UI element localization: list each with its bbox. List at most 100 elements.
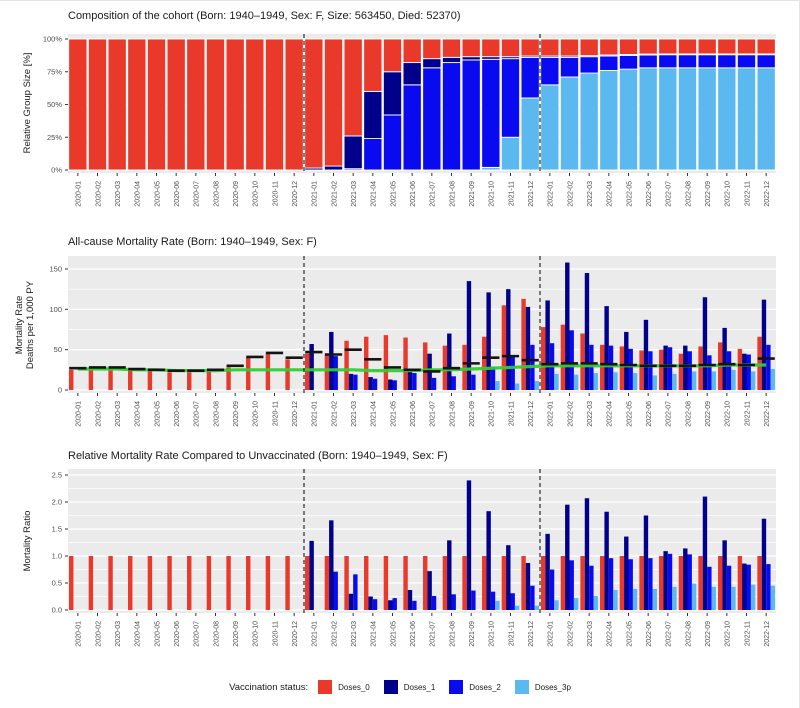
x-tick-label: 2022-10 bbox=[725, 181, 732, 207]
bar-doses_0 bbox=[580, 333, 585, 390]
bar-doses_3p bbox=[711, 371, 716, 390]
x-tick-label: 2022-09 bbox=[705, 181, 712, 207]
bar-doses_0 bbox=[698, 556, 703, 610]
bar-doses_2 bbox=[353, 574, 358, 610]
x-tick-label: 2022-06 bbox=[646, 621, 653, 647]
legend-item-doses_0: Doses_0 bbox=[318, 680, 370, 694]
bar-doses_1 bbox=[447, 333, 452, 390]
x-tick-label: 2022-05 bbox=[626, 401, 633, 427]
bar-segment-doses_1 bbox=[402, 62, 422, 86]
x-tick-label: 2020-08 bbox=[213, 401, 220, 427]
bar-doses_3p bbox=[554, 373, 559, 390]
bar-doses_1 bbox=[565, 504, 570, 610]
x-tick-label: 2022-07 bbox=[666, 181, 673, 207]
bar-doses_2 bbox=[412, 373, 417, 390]
bar-segment-doses_0 bbox=[225, 38, 245, 171]
bar-segment-doses_0 bbox=[68, 38, 88, 171]
bar-doses_0 bbox=[285, 556, 290, 610]
x-tick-label: 2021-12 bbox=[528, 401, 535, 427]
bar-segment-doses_0 bbox=[166, 38, 186, 171]
bar-doses_0 bbox=[423, 556, 428, 610]
bar-doses_2 bbox=[372, 599, 378, 610]
bar-doses_0 bbox=[462, 344, 467, 390]
bar-doses_0 bbox=[501, 556, 507, 610]
bar-segment-doses_3p bbox=[540, 84, 560, 171]
bar-doses_1 bbox=[663, 345, 668, 390]
mortality-rate-y-axis-label-line2: Deaths per 1,000 PY bbox=[25, 280, 36, 369]
y-tick-label: 75% bbox=[47, 67, 62, 76]
bar-doses_2 bbox=[451, 376, 456, 390]
x-tick-label: 2021-03 bbox=[351, 401, 358, 427]
bar-doses_2 bbox=[766, 344, 771, 390]
bar-segment-doses_0 bbox=[127, 38, 147, 171]
bar-doses_2 bbox=[648, 351, 653, 390]
bar-doses_2 bbox=[687, 554, 692, 610]
bar-doses_0 bbox=[108, 556, 113, 610]
x-tick-label: 2021-12 bbox=[528, 621, 535, 647]
bar-segment-doses_0 bbox=[87, 38, 108, 171]
bar-doses_2 bbox=[608, 558, 614, 610]
bar-doses_3p bbox=[731, 369, 736, 390]
mortality-rate-y-axis-label-line1: Mortality Rate bbox=[14, 296, 25, 355]
mortality-ratio-chart: Relative Mortality Rate Compared to Unva… bbox=[22, 450, 776, 647]
x-tick-label: 2020-05 bbox=[154, 181, 161, 207]
bar-doses_1 bbox=[663, 551, 668, 610]
x-tick-label: 2021-02 bbox=[331, 621, 338, 647]
x-tick-label: 2020-09 bbox=[233, 401, 240, 427]
bar-doses_3p bbox=[534, 381, 539, 390]
bar-doses_0 bbox=[737, 348, 743, 390]
bar-doses_1 bbox=[506, 289, 511, 390]
x-tick-label: 2020-01 bbox=[76, 181, 83, 207]
bar-doses_3p bbox=[495, 600, 500, 610]
bar-doses_2 bbox=[746, 354, 751, 390]
bar-segment-doses_1 bbox=[343, 135, 363, 170]
x-tick-label: 2020-04 bbox=[135, 621, 142, 647]
bar-doses_3p bbox=[672, 373, 677, 390]
bar-doses_1 bbox=[584, 273, 590, 390]
x-tick-label: 2022-03 bbox=[587, 621, 594, 647]
x-tick-label: 2021-01 bbox=[312, 401, 319, 427]
bar-doses_1 bbox=[742, 353, 747, 390]
bar-segment-doses_2 bbox=[481, 58, 501, 168]
bar-doses_2 bbox=[569, 330, 574, 390]
bar-doses_1 bbox=[722, 540, 727, 610]
bar-doses_2 bbox=[589, 344, 594, 390]
bar-doses_0 bbox=[541, 327, 546, 390]
x-tick-label: 2021-04 bbox=[371, 181, 378, 207]
bar-doses_3p bbox=[672, 586, 677, 610]
bar-doses_0 bbox=[265, 353, 271, 390]
bar-doses_3p bbox=[770, 369, 775, 390]
x-tick-label: 2022-11 bbox=[744, 621, 751, 646]
bar-segment-doses_2 bbox=[697, 54, 717, 69]
bar-doses_3p bbox=[652, 375, 657, 390]
bar-segment-doses_3p bbox=[500, 136, 521, 171]
y-tick-label: 0% bbox=[51, 166, 62, 175]
bar-doses_0 bbox=[305, 353, 310, 390]
bar-doses_2 bbox=[726, 565, 732, 610]
x-tick-label: 2021-11 bbox=[508, 621, 515, 646]
bar-doses_0 bbox=[619, 346, 625, 390]
bar-doses_0 bbox=[718, 556, 723, 610]
x-tick-label: 2021-11 bbox=[508, 401, 515, 426]
bar-doses_2 bbox=[549, 569, 555, 610]
bar-doses_1 bbox=[348, 593, 354, 610]
x-tick-label: 2021-04 bbox=[371, 621, 378, 647]
bar-doses_3p bbox=[593, 373, 598, 390]
bar-doses_2 bbox=[707, 566, 712, 610]
bar-doses_2 bbox=[451, 594, 456, 610]
bar-segment-doses_2 bbox=[363, 138, 383, 171]
x-tick-label: 2020-11 bbox=[272, 621, 279, 646]
bar-segment-doses_0 bbox=[264, 38, 285, 171]
x-tick-label: 2021-06 bbox=[410, 621, 417, 647]
bar-doses_1 bbox=[466, 281, 472, 390]
x-tick-label: 2022-02 bbox=[567, 181, 574, 207]
bar-segment-doses_3p bbox=[658, 67, 678, 171]
bar-doses_2 bbox=[589, 565, 594, 610]
x-tick-label: 2022-07 bbox=[666, 401, 673, 427]
x-tick-label: 2020-08 bbox=[213, 621, 220, 647]
x-tick-label: 2020-11 bbox=[272, 181, 279, 206]
bar-doses_0 bbox=[423, 342, 428, 390]
bar-segment-doses_2 bbox=[520, 56, 540, 99]
bar-doses_2 bbox=[372, 378, 378, 390]
legend-title: Vaccination status: bbox=[229, 681, 309, 693]
